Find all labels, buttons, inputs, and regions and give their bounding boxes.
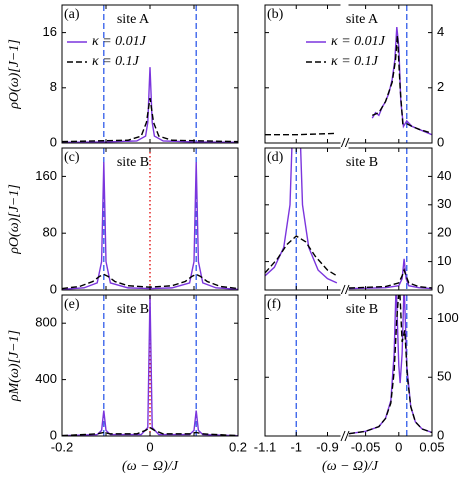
panel-label: (a): [64, 7, 80, 22]
axis-break-mark: [344, 284, 350, 296]
axis-break-gap: [340, 289, 349, 291]
x-tick-label: 0: [146, 439, 153, 454]
axis-break-gap: [340, 435, 349, 437]
y-tick-label: 10: [437, 253, 451, 268]
axis-break-gap: [340, 4, 349, 6]
axis-break-mark: [344, 137, 350, 149]
data-line: [265, 148, 432, 290]
x-tick-label: -0.9: [316, 439, 338, 454]
y-tick-label: 0: [437, 427, 444, 442]
site-label: site B: [117, 302, 149, 317]
plot-area: [62, 295, 238, 436]
x-tick-label: -1.1: [254, 439, 276, 454]
axis-break-gap: [340, 294, 349, 296]
x-axis-label: (ω − Ω)/J: [322, 459, 379, 474]
x-tick-label: 0: [395, 439, 402, 454]
plot-area: [265, 5, 432, 143]
y-tick-label: 50: [437, 369, 451, 384]
y-tick-label: 0: [437, 281, 444, 296]
y-axis-label: ρO(ω)[J−1]: [7, 184, 22, 255]
panel-label: (d): [267, 150, 284, 165]
y-tick-label: 160: [35, 168, 57, 183]
x-tick-label: -1: [290, 439, 302, 454]
data-line: [348, 295, 432, 435]
plot-area: [62, 5, 238, 143]
site-label: site A: [346, 12, 379, 27]
legend-label: κ = 0.01J: [92, 34, 147, 49]
panel-label: (c): [64, 150, 80, 165]
site-label: site B: [117, 155, 149, 170]
y-axis-label: ρO(ω)[J−1]: [7, 39, 22, 110]
legend-label: κ = 0.1J: [92, 54, 140, 69]
axis-break-mark: [344, 430, 350, 442]
plot-area: [62, 148, 238, 290]
data-line: [265, 35, 432, 136]
panel-label: (f): [267, 297, 281, 312]
y-tick-label: 80: [43, 225, 57, 240]
site-label: site B: [346, 302, 378, 317]
y-tick-label: 8: [50, 79, 57, 94]
y-tick-label: 0: [50, 281, 57, 296]
y-tick-label: 100: [437, 310, 459, 325]
plot-area: [265, 148, 432, 290]
data-line: [62, 67, 238, 143]
y-tick-label: 0: [50, 134, 57, 149]
axis-break-mark: [340, 137, 346, 149]
x-tick-label: -0.2: [51, 439, 73, 454]
y-tick-label: 0: [50, 427, 57, 442]
site-label: site A: [117, 12, 150, 27]
x-tick-label: 0.05: [419, 439, 444, 454]
axis-break-gap: [340, 142, 349, 144]
x-tick-label: 0.2: [229, 439, 247, 454]
data-line: [62, 98, 238, 143]
x-tick-label: -0.05: [351, 439, 381, 454]
x-axis-label: (ω − Ω)/J: [122, 459, 179, 474]
y-tick-label: 4: [437, 24, 444, 39]
y-tick-label: 400: [35, 371, 57, 386]
axis-break-mark: [340, 430, 346, 442]
y-tick-label: 20: [437, 225, 451, 240]
y-tick-label: 16: [43, 24, 57, 39]
axis-break-mark: [340, 284, 346, 296]
data-line: [371, 27, 432, 136]
y-tick-label: 0: [437, 134, 444, 149]
y-tick-label: 40: [437, 168, 451, 183]
plot-area: [295, 295, 432, 436]
axis-break-gap: [340, 147, 349, 149]
legend-label: κ = 0.01J: [331, 34, 386, 49]
data-line: [62, 426, 238, 436]
data-line: [265, 235, 432, 289]
y-axis-label: ρM(ω)[J−1]: [7, 330, 22, 402]
panel-label: (b): [267, 7, 284, 22]
y-tick-label: 800: [35, 315, 57, 330]
panel-label: (e): [64, 297, 80, 312]
site-label: site B: [346, 155, 378, 170]
data-line: [62, 295, 238, 436]
y-tick-label: 2: [437, 79, 444, 94]
legend-label: κ = 0.1J: [331, 54, 379, 69]
y-tick-label: 30: [437, 196, 451, 211]
